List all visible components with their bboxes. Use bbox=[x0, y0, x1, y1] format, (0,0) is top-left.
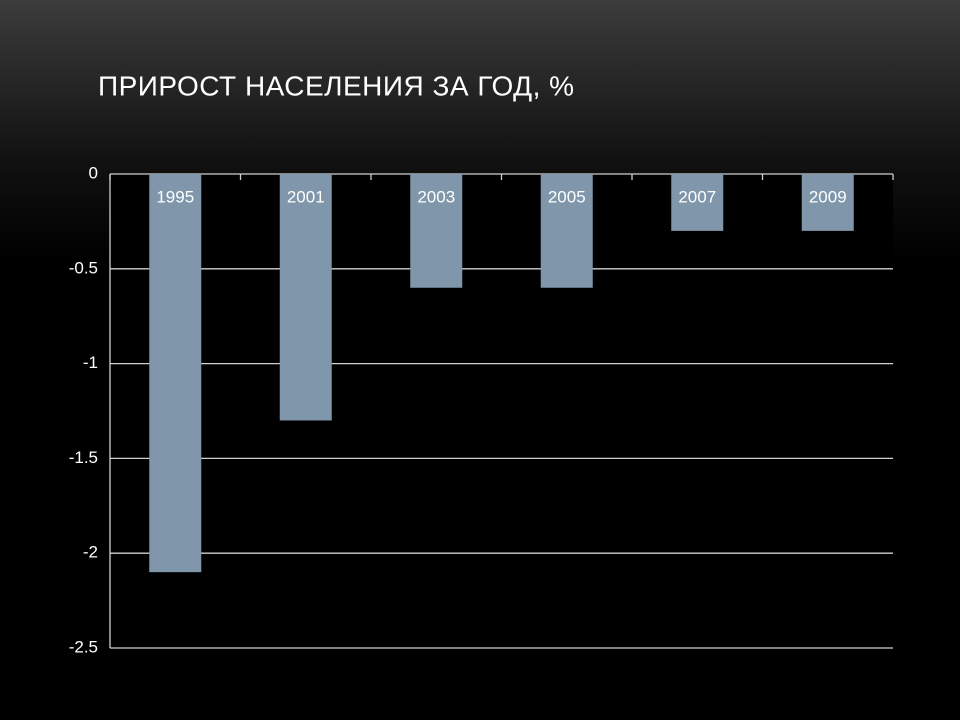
y-tick-label: -2 bbox=[83, 543, 98, 562]
y-tick-label: -0.5 bbox=[69, 258, 98, 277]
bar bbox=[410, 174, 463, 288]
x-tick-label: 1995 bbox=[156, 187, 194, 206]
bar bbox=[801, 174, 854, 231]
x-tick-label: 2009 bbox=[809, 187, 847, 206]
chart-title: ПРИРОСТ НАСЕЛЕНИЯ ЗА ГОД, % bbox=[98, 70, 575, 101]
bar bbox=[540, 174, 593, 288]
y-tick-label: -1.5 bbox=[69, 448, 98, 467]
plot-area bbox=[110, 174, 893, 648]
x-tick-label: 2001 bbox=[287, 187, 325, 206]
y-tick-label: 0 bbox=[89, 163, 98, 182]
x-tick-label: 2007 bbox=[678, 187, 716, 206]
bar bbox=[279, 174, 332, 421]
y-tick-label: -1 bbox=[83, 353, 98, 372]
x-tick-label: 2003 bbox=[417, 187, 455, 206]
y-tick-label: -2.5 bbox=[69, 637, 98, 656]
x-tick-label: 2005 bbox=[548, 187, 586, 206]
bar bbox=[149, 174, 202, 573]
bar bbox=[671, 174, 724, 231]
